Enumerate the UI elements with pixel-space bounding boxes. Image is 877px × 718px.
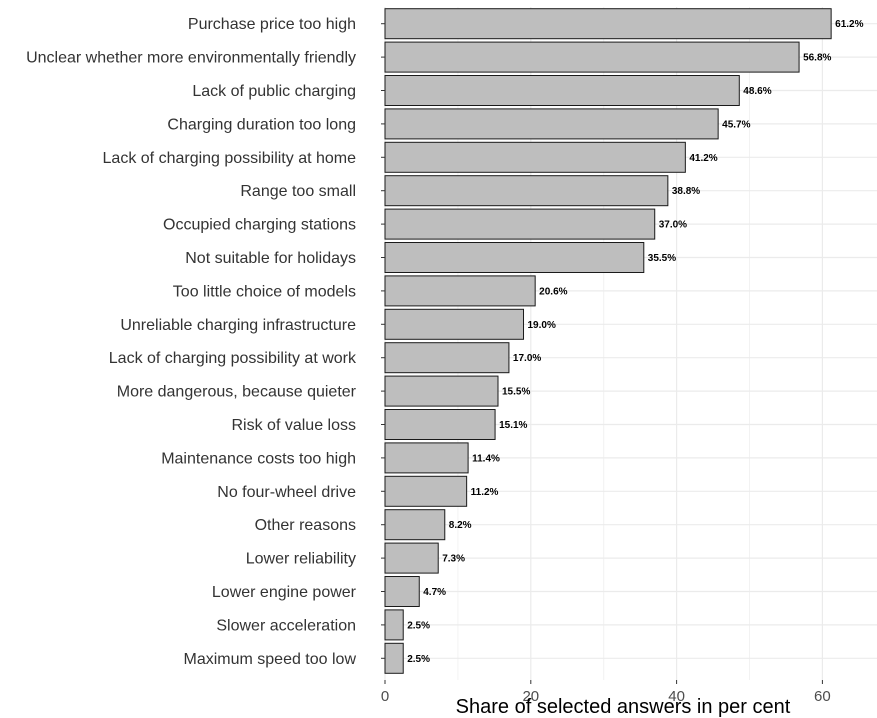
bar-11	[384, 375, 499, 407]
bar-9	[384, 308, 525, 340]
data-label-0: 61.2%	[835, 19, 863, 30]
data-label-19: 2.5%	[407, 654, 430, 665]
data-label-16: 7.3%	[442, 554, 465, 565]
data-label-9: 19.0%	[528, 320, 556, 331]
bar-7	[384, 242, 645, 273]
category-label-3: Charging duration too long	[167, 116, 356, 133]
bar-14	[384, 475, 468, 507]
category-label-9: Unreliable charging infrastructure	[120, 317, 356, 334]
data-label-15: 8.2%	[449, 520, 472, 531]
category-label-11: More dangerous, because quieter	[117, 384, 357, 401]
bar-13	[384, 442, 469, 474]
data-label-3: 45.7%	[722, 119, 750, 130]
category-label-16: Lower reliability	[246, 551, 356, 568]
category-label-19: Maximum speed too low	[183, 651, 356, 668]
x-tick-label-0: 0	[381, 688, 389, 705]
bar-15	[384, 509, 446, 541]
bar-3	[384, 108, 719, 140]
category-label-10: Lack of charging possibility at work	[109, 350, 357, 367]
bar-4	[384, 141, 686, 173]
data-label-8: 20.6%	[539, 286, 567, 297]
data-label-14: 11.2%	[471, 487, 499, 498]
category-label-17: Lower engine power	[212, 584, 357, 601]
x-tick-label-2: 40	[668, 688, 685, 705]
category-label-5: Range too small	[240, 183, 356, 200]
data-label-4: 41.2%	[689, 153, 717, 164]
x-axis-ticks: 0 20 40 60	[381, 680, 831, 705]
data-label-5: 38.8%	[672, 186, 700, 197]
bar-19	[384, 642, 404, 674]
x-axis-title: Share of selected answers in per cent	[456, 696, 791, 718]
data-label-12: 15.1%	[499, 420, 527, 431]
category-label-18: Slower acceleration	[216, 617, 356, 634]
x-tick-label-3: 60	[814, 688, 831, 705]
data-label-10: 17.0%	[513, 353, 541, 364]
category-label-6: Occupied charging stations	[163, 217, 356, 234]
category-label-13: Maintenance costs too high	[161, 450, 356, 467]
bar-2	[384, 75, 740, 106]
data-label-2: 48.6%	[743, 86, 771, 97]
bar-6	[384, 208, 656, 240]
category-label-2: Lack of public charging	[192, 83, 356, 100]
bar-0	[384, 8, 832, 40]
data-label-17: 4.7%	[423, 587, 446, 598]
bar-8	[384, 275, 536, 307]
category-label-14: No four-wheel drive	[217, 484, 356, 501]
category-label-12: Risk of value loss	[232, 417, 357, 434]
category-label-0: Purchase price too high	[188, 16, 356, 33]
bar-1	[384, 41, 800, 73]
category-label-15: Other reasons	[255, 517, 356, 534]
data-label-7: 35.5%	[648, 253, 676, 264]
data-label-6: 37.0%	[659, 220, 687, 231]
x-tick-label-1: 20	[522, 688, 539, 705]
data-labels: 61.2% 56.8% 48.6% 45.7% 41.2% 38.8% 37.0% 35.5%…	[407, 19, 863, 665]
data-label-11: 15.5%	[502, 387, 530, 398]
bar-5	[384, 175, 669, 207]
data-label-18: 2.5%	[407, 620, 430, 631]
bar-18	[384, 609, 404, 641]
bar-17	[384, 576, 420, 607]
bar-10	[384, 342, 510, 374]
bar-16	[384, 542, 439, 574]
bar-12	[384, 409, 496, 440]
data-label-1: 56.8%	[803, 53, 831, 64]
category-label-1: Unclear whether more environmentally fri…	[26, 50, 356, 67]
data-label-13: 11.4%	[472, 453, 500, 464]
category-label-7: Not suitable for holidays	[185, 250, 356, 267]
category-label-8: Too little choice of models	[173, 283, 356, 300]
category-label-4: Lack of charging possibility at home	[103, 150, 357, 167]
category-labels: Purchase price too high Unclear whether m…	[26, 16, 385, 668]
bars	[384, 8, 832, 674]
